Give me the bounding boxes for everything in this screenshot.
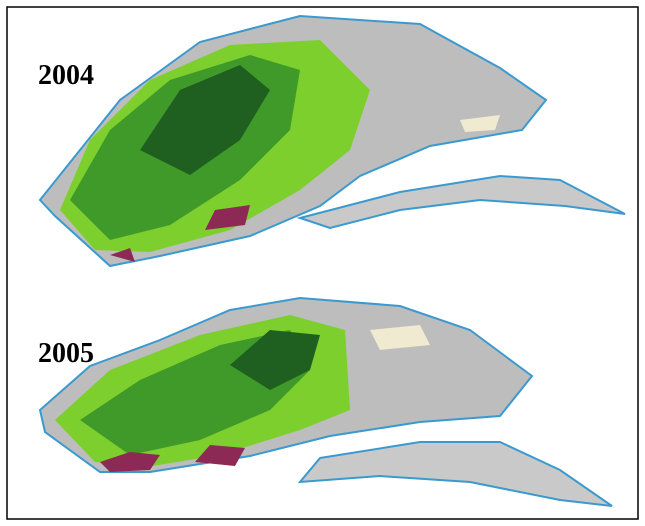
year-label: 2004 bbox=[38, 60, 94, 91]
year-label: 2005 bbox=[38, 338, 94, 369]
page: 2004 2005 (() => { const data = JSON.par… bbox=[0, 0, 645, 526]
figure: 2004 2005 bbox=[0, 0, 645, 526]
